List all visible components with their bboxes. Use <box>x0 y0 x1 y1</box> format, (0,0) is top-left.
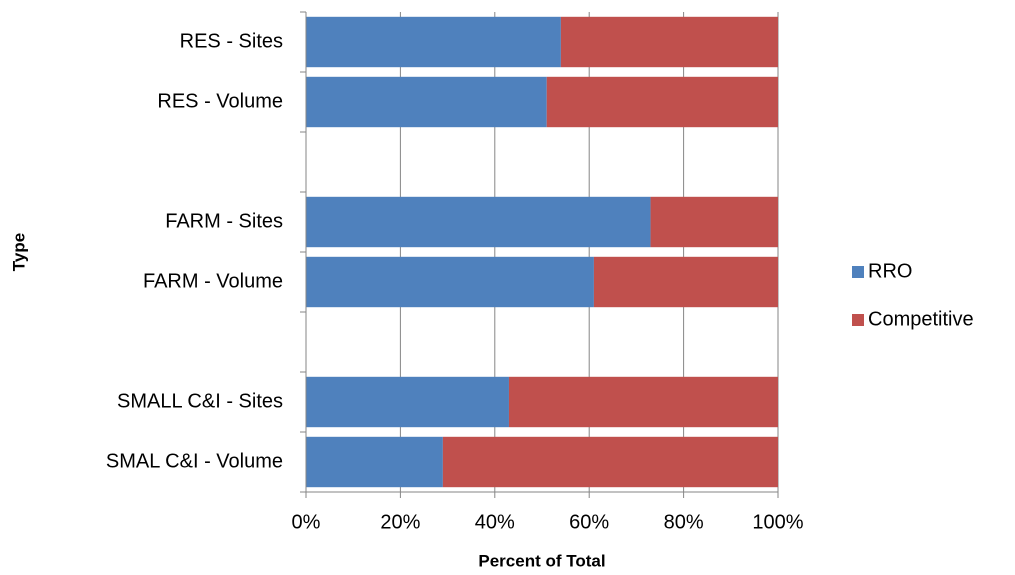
legend-label: Competitive <box>868 308 974 330</box>
x-tick-label: 80% <box>664 511 704 533</box>
bar <box>306 436 443 488</box>
bar <box>442 436 778 488</box>
y-tick-label: FARM - Sites <box>165 210 283 232</box>
x-tick-label: 60% <box>569 511 609 533</box>
x-axis-title: Percent of Total <box>478 551 605 570</box>
y-tick-label: RES - Sites <box>180 30 283 52</box>
bar <box>508 376 778 428</box>
y-tick-label: SMALL C&I - Sites <box>117 390 283 412</box>
bar <box>306 376 509 428</box>
y-tick-label: FARM - Volume <box>143 270 283 292</box>
x-tick-label: 0% <box>292 511 321 533</box>
legend-swatch <box>852 266 864 278</box>
bar <box>306 256 594 308</box>
x-tick-label: 40% <box>475 511 515 533</box>
y-tick-label: SMAL C&I - Volume <box>106 450 283 472</box>
bar <box>306 16 561 68</box>
legend-label: RRO <box>868 260 912 282</box>
bar <box>560 16 778 68</box>
x-tick-label: 100% <box>752 511 803 533</box>
bar <box>650 196 778 248</box>
y-tick-label: RES - Volume <box>157 90 283 112</box>
x-tick-label: 20% <box>380 511 420 533</box>
bar <box>593 256 778 308</box>
bar <box>546 76 778 128</box>
bar <box>306 76 547 128</box>
legend-swatch <box>852 314 864 326</box>
y-axis-title: Type <box>9 233 28 271</box>
bar <box>306 196 651 248</box>
